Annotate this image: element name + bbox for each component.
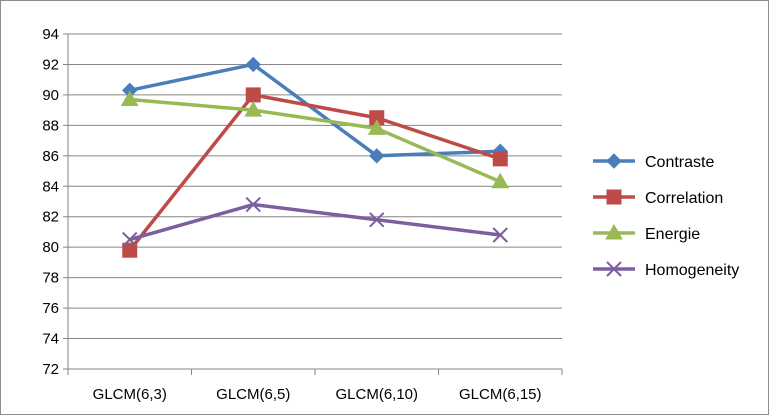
y-tick-label: 88 xyxy=(42,117,59,134)
data-point-homogeneity xyxy=(492,227,508,243)
series-homogeneity xyxy=(122,196,508,248)
y-tick-labels: 72 74 76 78 80 82 84 86 88 90 92 94 xyxy=(42,26,59,378)
data-point-homogeneity xyxy=(122,231,138,248)
legend-swatch-marker xyxy=(606,153,622,169)
y-tick-label: 74 xyxy=(42,331,59,348)
data-point-correlation xyxy=(492,151,508,167)
series-line-homogeneity xyxy=(129,202,501,242)
x-tick-label: GLCM(6,3) xyxy=(93,386,167,403)
legend-swatch-marker xyxy=(605,223,623,240)
legend-item-correlation: Correlation xyxy=(593,189,723,207)
legend: Contraste Correlation Energie Homogeneity xyxy=(593,153,739,279)
legend-label: Homogeneity xyxy=(645,262,739,279)
y-tick-label: 84 xyxy=(42,178,59,195)
legend-item-contraste: Contraste xyxy=(593,153,714,171)
data-point-energie xyxy=(491,172,510,189)
data-point-contraste xyxy=(369,148,385,164)
legend-item-energie: Energie xyxy=(593,223,700,243)
y-tick-label: 94 xyxy=(42,26,59,43)
y-tick-label: 86 xyxy=(42,148,59,165)
data-point-correlation xyxy=(245,87,261,103)
series-lines xyxy=(120,56,510,258)
series-energie xyxy=(120,90,510,189)
legend-label: Correlation xyxy=(645,190,723,207)
data-point-correlation xyxy=(122,242,138,258)
legend-item-homogeneity: Homogeneity xyxy=(593,261,739,279)
y-tick-label: 78 xyxy=(42,270,59,287)
gridlines xyxy=(68,33,562,340)
series-line-energie xyxy=(129,97,501,184)
x-tick-label: GLCM(6,10) xyxy=(335,386,418,403)
y-tick-label: 92 xyxy=(42,56,59,73)
y-tick-label: 80 xyxy=(42,239,59,256)
legend-swatch-marker xyxy=(606,261,622,277)
data-point-energie xyxy=(244,101,263,117)
data-point-energie xyxy=(120,90,139,106)
data-point-energie xyxy=(367,119,386,135)
y-tick-label: 76 xyxy=(42,300,59,317)
y-tick-label: 72 xyxy=(42,361,59,378)
axes xyxy=(63,33,563,375)
x-tick-label: GLCM(6,15) xyxy=(459,386,542,403)
series-line-correlation xyxy=(128,93,501,252)
x-tick-labels: GLCM(6,3) GLCM(6,5) GLCM(6,10) GLCM(6,15) xyxy=(93,386,542,403)
data-point-homogeneity xyxy=(369,212,385,228)
legend-swatch-marker xyxy=(606,189,622,205)
y-tick-label: 82 xyxy=(42,209,59,226)
series-correlation xyxy=(122,87,508,258)
data-point-contraste xyxy=(245,56,261,73)
series-contraste xyxy=(122,56,508,164)
x-tick-label: GLCM(6,5) xyxy=(216,386,290,403)
legend-label: Contraste xyxy=(645,154,714,171)
legend-label: Energie xyxy=(645,226,700,243)
y-tick-label: 90 xyxy=(42,87,59,104)
data-point-homogeneity xyxy=(245,196,261,213)
